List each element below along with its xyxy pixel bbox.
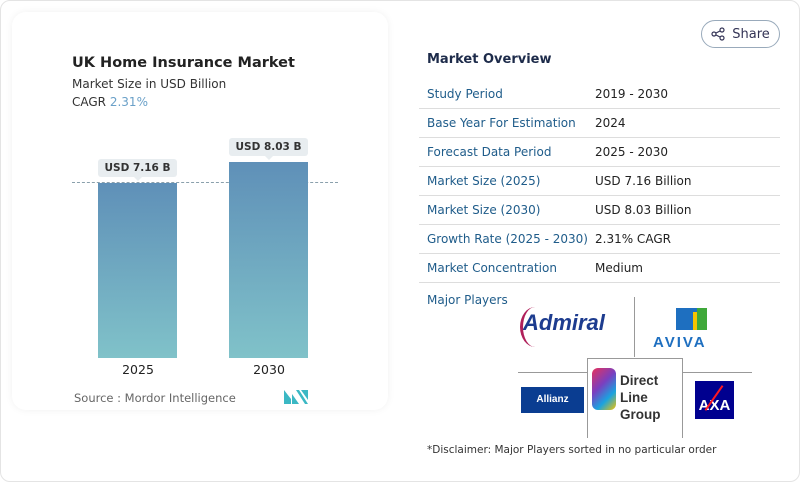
row-label: Study Period: [427, 87, 503, 101]
cagr-label: CAGR: [72, 95, 107, 109]
row-value: USD 7.16 Billion: [595, 174, 692, 188]
overview-row: Base Year For Estimation 2024: [419, 109, 780, 138]
row-value: 2.31% CAGR: [595, 232, 671, 246]
overview-title: Market Overview: [427, 52, 552, 67]
bar-2025: [98, 183, 177, 358]
bar-2030: [229, 161, 308, 358]
overview-row: Forecast Data Period 2025 - 2030: [419, 138, 780, 167]
cagr-value: 2.31%: [109, 95, 148, 109]
source-text: Source : Mordor Intelligence: [74, 391, 236, 405]
logo-aviva-mark: [676, 308, 707, 330]
share-button[interactable]: Share: [701, 20, 780, 48]
row-value: 2024: [595, 116, 626, 130]
overview-row: Market Size (2030) USD 8.03 Billion: [419, 196, 780, 225]
chart-card: [12, 12, 388, 410]
x-tick-label: 2030: [253, 362, 285, 377]
data-label: USD 7.16 B: [98, 159, 177, 181]
row-label: Base Year For Estimation: [427, 116, 576, 130]
major-players-label: Major Players: [427, 293, 508, 307]
share-icon: [711, 27, 725, 41]
logo-allianz: Allianz: [521, 387, 584, 413]
row-value: 2025 - 2030: [595, 145, 669, 159]
divider: [682, 372, 752, 373]
divider: [634, 297, 635, 357]
logo-directline-mark: [592, 368, 616, 410]
row-value: 2019 - 2030: [595, 87, 669, 101]
row-label: Forecast Data Period: [427, 145, 552, 159]
logo-aviva: AVIVA: [653, 334, 707, 351]
row-label: Market Size (2030): [427, 203, 541, 217]
logo-frame: [587, 358, 683, 438]
divider: [518, 372, 588, 373]
reference-line: [72, 182, 338, 183]
cagr: CAGR 2.31%: [72, 95, 148, 109]
logo-axa-text: AXA: [698, 397, 731, 414]
overview-row: Market Concentration Medium: [419, 254, 780, 283]
logo-admiral: Admiral: [520, 307, 605, 347]
row-label: Market Size (2025): [427, 174, 541, 188]
data-label: USD 8.03 B: [229, 137, 308, 160]
overview-row: Market Size (2025) USD 7.16 Billion: [419, 167, 780, 196]
logo-directline: Direct Line Group: [620, 373, 661, 422]
overview-row: Growth Rate (2025 - 2030) 2.31% CAGR: [419, 225, 780, 254]
chart-title: UK Home Insurance Market: [72, 55, 295, 71]
logo-axa: AXA: [695, 381, 734, 419]
chart-subtitle: Market Size in USD Billion: [72, 77, 227, 91]
overview-row: Study Period 2019 - 2030: [419, 80, 780, 109]
row-label: Market Concentration: [427, 261, 557, 275]
row-value: Medium: [595, 261, 643, 275]
share-label: Share: [732, 26, 770, 42]
row-label: Growth Rate (2025 - 2030): [427, 232, 588, 246]
mordor-logo-icon: [284, 390, 308, 404]
disclaimer: *Disclaimer: Major Players sorted in no …: [427, 444, 717, 456]
row-value: USD 8.03 Billion: [595, 203, 692, 217]
x-tick-label: 2025: [122, 362, 154, 377]
